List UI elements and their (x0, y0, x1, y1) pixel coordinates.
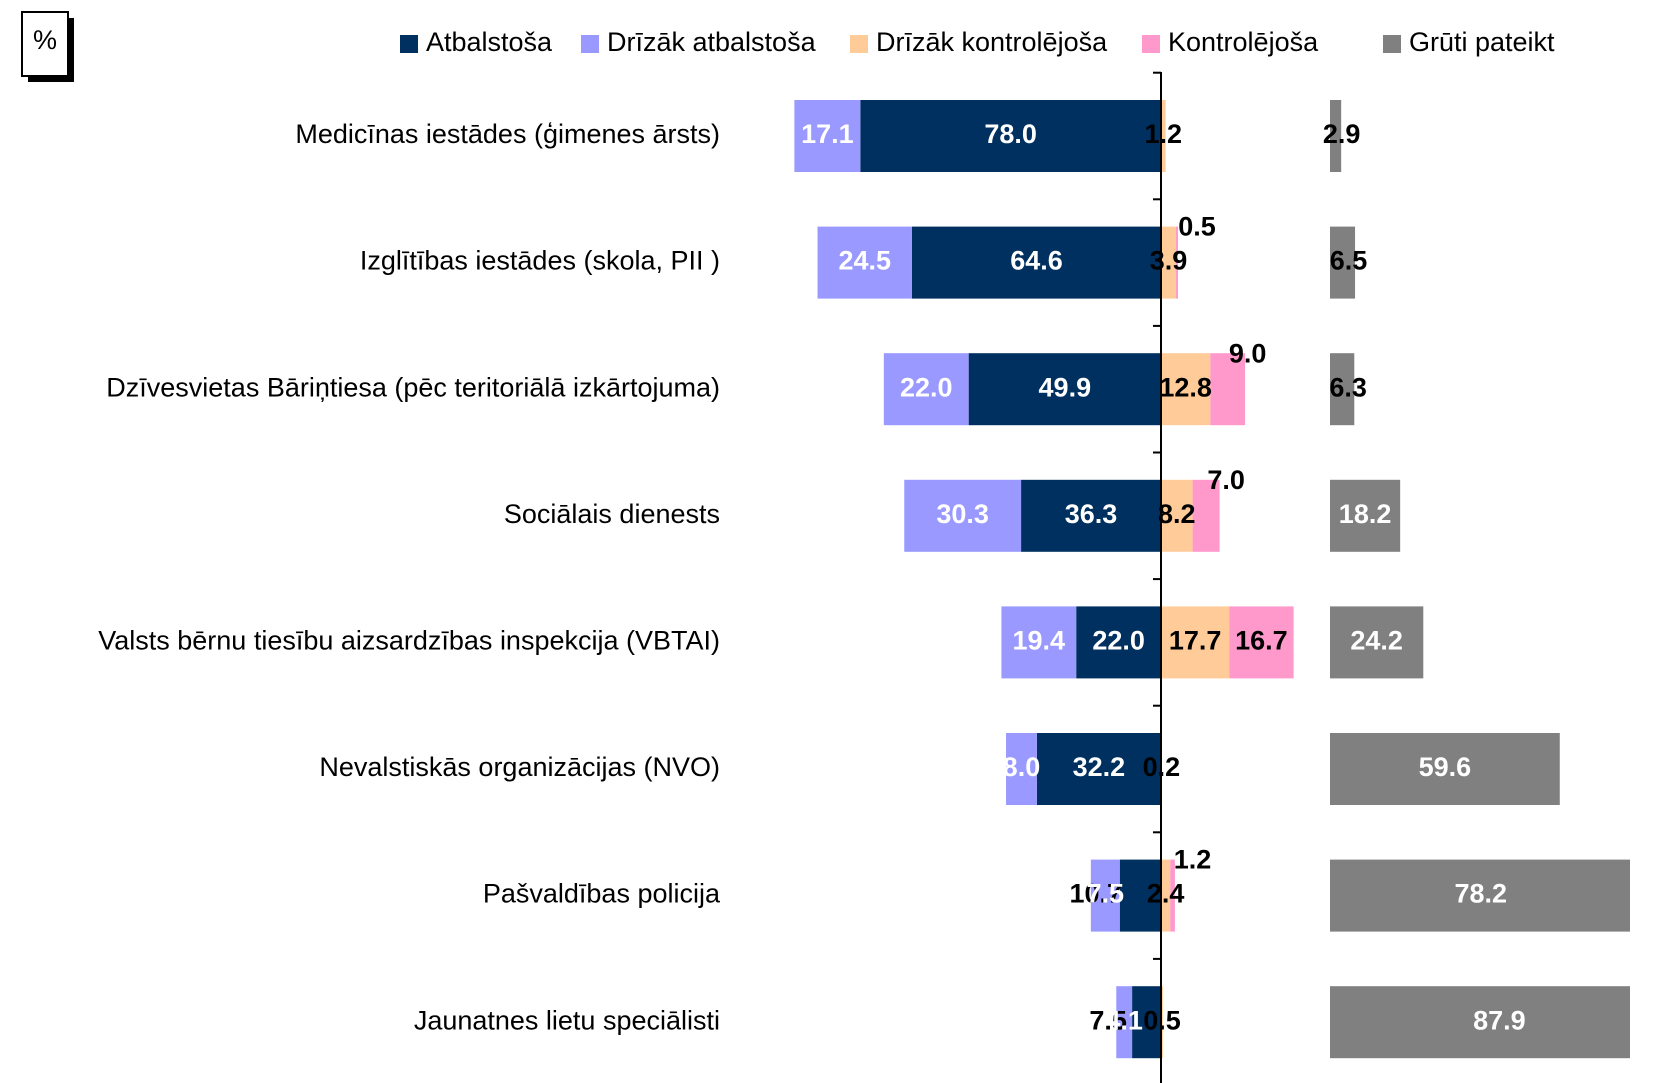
category-label: Valsts bērnu tiesību aizsardzības inspek… (98, 626, 720, 656)
value-label: 8.2 (1158, 499, 1196, 529)
value-label: 64.6 (1010, 246, 1063, 276)
value-label: 9.0 (1229, 338, 1267, 368)
value-label: 24.2 (1350, 626, 1403, 656)
bar-segment (1119, 859, 1161, 932)
legend-swatch (1142, 35, 1160, 53)
legend-label: Atbalstoša (426, 27, 553, 57)
bar-segment (860, 100, 1161, 172)
bar-segment (1330, 733, 1560, 805)
bar-segment (1330, 226, 1356, 299)
bar-segment (1161, 226, 1177, 299)
value-label: 30.3 (936, 499, 989, 529)
value-label: 0.5 (1178, 212, 1216, 242)
category-label: Sociālais dienests (504, 499, 720, 529)
bar-segment (1330, 353, 1355, 426)
bar-segment (1330, 100, 1342, 172)
value-label: 17.1 (801, 119, 854, 149)
legend-label: Kontrolējoša (1168, 27, 1319, 57)
bar-segment (1161, 353, 1211, 426)
unit-label: % (33, 25, 57, 55)
value-label: 22.0 (900, 372, 953, 402)
bar-segment (1090, 859, 1120, 932)
value-label: 3.9 (1150, 246, 1188, 276)
bar-segment (1036, 733, 1161, 805)
legend-label: Drīzāk kontrolējoša (876, 27, 1108, 57)
bar-segment (794, 100, 861, 172)
bar-segment (1161, 479, 1193, 552)
bar-segment (1229, 606, 1294, 679)
bar-segment (1330, 859, 1630, 932)
value-label: 1.2 (1145, 119, 1183, 149)
value-label: 78.0 (984, 119, 1037, 149)
value-label: 7.0 (1207, 465, 1245, 495)
value-label: 49.9 (1039, 372, 1092, 402)
bar-segment (1170, 859, 1175, 932)
bar-segment (1006, 733, 1037, 805)
bar-segment (883, 353, 969, 426)
value-label: 87.9 (1473, 1005, 1526, 1035)
value-label: 59.6 (1419, 752, 1472, 782)
bar-segment (1161, 859, 1171, 932)
value-label: 12.8 (1159, 372, 1212, 402)
bar-segment (1001, 606, 1077, 679)
value-label: 2.9 (1323, 119, 1361, 149)
value-label: 10.7 (1069, 879, 1122, 909)
bar-segment (911, 226, 1161, 299)
bar-segment (1192, 479, 1220, 552)
legend-swatch (1383, 35, 1401, 53)
legend-swatch (581, 35, 599, 53)
value-label: 6.3 (1329, 372, 1367, 402)
value-label: 18.2 (1339, 499, 1392, 529)
bar-segment (1330, 986, 1630, 1059)
value-label: 22.0 (1092, 626, 1145, 656)
value-label: 78.2 (1454, 879, 1507, 909)
unit-box (21, 11, 69, 77)
bar-segment (1176, 226, 1178, 299)
bar-segment (1161, 606, 1230, 679)
category-label: Jaunatnes lietu speciālisti (414, 1005, 720, 1035)
category-label: Dzīvesvietas Bāriņtiesa (pēc teritoriālā… (106, 372, 720, 402)
bar-segment (1210, 353, 1246, 426)
value-label: 4.1 (1105, 1005, 1143, 1035)
bar-segment (1132, 986, 1161, 1059)
plot-area (794, 100, 1630, 1059)
legend-label: Drīzāk atbalstoša (607, 27, 817, 57)
value-label: 17.7 (1169, 626, 1222, 656)
bar-segment (968, 353, 1161, 426)
value-label: 1.2 (1174, 845, 1212, 875)
value-label: 7.5 (1087, 879, 1125, 909)
bar-segment (1116, 986, 1133, 1059)
bar-segment (1021, 479, 1161, 552)
category-label: Nevalstiskās organizācijas (NVO) (319, 752, 720, 782)
value-label: 19.4 (1013, 626, 1066, 656)
category-label: Medicīnas iestādes (ģimenes ārsts) (295, 119, 720, 149)
bar-segment (1330, 479, 1401, 552)
value-label: 36.3 (1065, 499, 1118, 529)
value-label: 16.7 (1235, 626, 1288, 656)
category-label: Izglītības iestādes (skola, PII ) (360, 246, 720, 276)
value-label: 8.0 (1003, 752, 1041, 782)
bar-segment (904, 479, 1022, 552)
value-label: 7.5 (1089, 1005, 1127, 1035)
legend-swatch (400, 35, 418, 53)
bar-segment (817, 226, 912, 299)
value-label: 2.4 (1147, 879, 1185, 909)
value-label: 32.2 (1073, 752, 1126, 782)
value-label: 24.5 (838, 246, 891, 276)
bar-segment (1076, 606, 1161, 679)
bar-segment (1161, 100, 1166, 172)
category-label: Pašvaldības policija (483, 879, 721, 909)
bar-segment (1330, 606, 1424, 679)
legend-label: Grūti pateikt (1409, 27, 1555, 57)
value-label: 6.5 (1330, 246, 1368, 276)
legend-swatch (850, 35, 868, 53)
